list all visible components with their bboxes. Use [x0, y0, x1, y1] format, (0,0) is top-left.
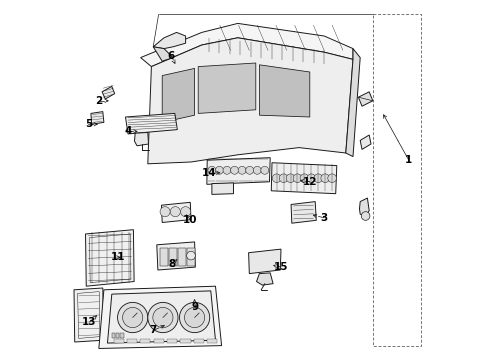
Text: 10: 10 — [183, 215, 197, 225]
Text: 5: 5 — [85, 119, 92, 129]
Circle shape — [307, 174, 316, 183]
Circle shape — [328, 174, 337, 183]
Circle shape — [293, 174, 302, 183]
Circle shape — [122, 307, 143, 328]
Polygon shape — [141, 23, 353, 67]
Bar — [167, 339, 177, 343]
Polygon shape — [162, 68, 195, 122]
Text: 4: 4 — [124, 126, 132, 136]
Circle shape — [148, 302, 178, 333]
Circle shape — [238, 166, 246, 174]
Bar — [140, 339, 150, 343]
Polygon shape — [157, 242, 196, 270]
Polygon shape — [107, 291, 216, 343]
Circle shape — [231, 166, 239, 174]
Polygon shape — [148, 38, 353, 164]
Circle shape — [286, 174, 295, 183]
Bar — [127, 339, 137, 343]
Bar — [160, 248, 168, 266]
Polygon shape — [212, 183, 233, 194]
Polygon shape — [360, 198, 369, 216]
Text: 15: 15 — [274, 262, 288, 272]
Circle shape — [245, 166, 254, 174]
Bar — [154, 339, 164, 343]
Circle shape — [314, 174, 322, 183]
Circle shape — [171, 207, 180, 217]
Bar — [180, 339, 191, 343]
Circle shape — [261, 166, 269, 174]
Circle shape — [179, 302, 210, 333]
Polygon shape — [91, 112, 104, 124]
Text: 1: 1 — [405, 155, 413, 165]
Polygon shape — [198, 63, 256, 113]
Bar — [187, 248, 195, 266]
Polygon shape — [257, 273, 273, 285]
Polygon shape — [346, 49, 360, 157]
Circle shape — [153, 307, 173, 328]
Polygon shape — [291, 202, 316, 223]
Bar — [178, 248, 186, 266]
Text: 8: 8 — [169, 258, 176, 269]
Text: 12: 12 — [302, 177, 317, 187]
Circle shape — [180, 207, 191, 217]
Circle shape — [185, 307, 205, 328]
Polygon shape — [271, 163, 337, 194]
Polygon shape — [134, 132, 148, 146]
Text: 14: 14 — [202, 168, 216, 178]
Bar — [207, 339, 217, 343]
Bar — [112, 333, 115, 338]
Circle shape — [321, 174, 329, 183]
Text: 3: 3 — [320, 213, 328, 223]
Circle shape — [160, 207, 170, 217]
Circle shape — [272, 174, 281, 183]
Circle shape — [223, 166, 231, 174]
Text: 11: 11 — [111, 252, 125, 262]
Polygon shape — [125, 113, 177, 134]
Circle shape — [300, 174, 309, 183]
Polygon shape — [86, 230, 134, 286]
Bar — [170, 248, 176, 266]
Bar — [121, 333, 123, 338]
Polygon shape — [99, 286, 221, 348]
Circle shape — [118, 302, 148, 333]
Circle shape — [253, 166, 261, 174]
Circle shape — [187, 251, 196, 260]
Circle shape — [216, 166, 223, 174]
Text: 6: 6 — [168, 51, 175, 61]
Polygon shape — [360, 135, 371, 149]
Bar — [116, 333, 120, 338]
Polygon shape — [102, 86, 115, 99]
Polygon shape — [259, 65, 310, 117]
Polygon shape — [162, 202, 191, 222]
Circle shape — [361, 212, 370, 220]
Polygon shape — [74, 288, 104, 342]
Text: 2: 2 — [96, 96, 103, 106]
Circle shape — [208, 166, 216, 174]
Bar — [194, 339, 204, 343]
Text: 13: 13 — [82, 317, 97, 327]
Polygon shape — [358, 92, 373, 106]
Polygon shape — [153, 47, 173, 61]
Text: 7: 7 — [149, 325, 157, 336]
Text: 9: 9 — [191, 302, 198, 312]
Polygon shape — [248, 249, 281, 274]
Polygon shape — [153, 32, 186, 49]
Circle shape — [279, 174, 288, 183]
Polygon shape — [207, 158, 270, 184]
Bar — [114, 339, 123, 343]
